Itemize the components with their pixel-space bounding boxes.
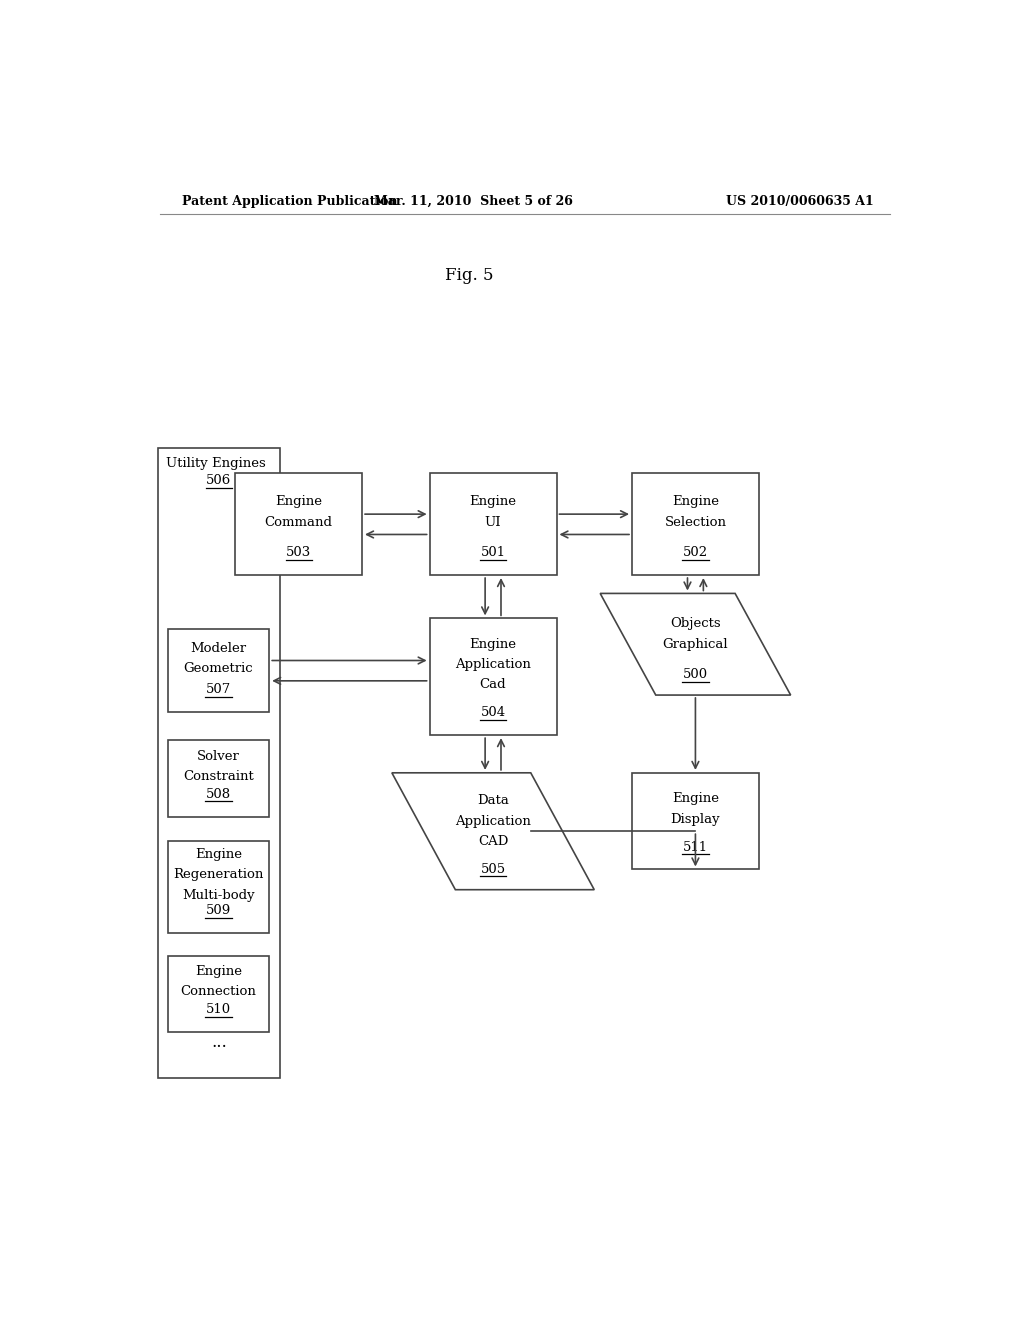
- Text: Graphical: Graphical: [663, 638, 728, 651]
- Text: Mar. 11, 2010  Sheet 5 of 26: Mar. 11, 2010 Sheet 5 of 26: [374, 194, 572, 207]
- Text: 510: 510: [206, 1003, 231, 1016]
- Polygon shape: [600, 594, 791, 696]
- Text: 507: 507: [206, 684, 231, 697]
- Text: Data: Data: [477, 795, 509, 808]
- Text: Command: Command: [264, 516, 333, 529]
- Bar: [168, 630, 269, 713]
- Text: Engine: Engine: [470, 495, 516, 508]
- Text: Solver: Solver: [197, 750, 240, 763]
- Text: Engine: Engine: [275, 495, 323, 508]
- Text: Fig. 5: Fig. 5: [445, 267, 494, 284]
- Bar: [430, 474, 557, 576]
- Text: CAD: CAD: [478, 836, 508, 847]
- Text: Objects: Objects: [670, 618, 721, 631]
- Bar: [430, 618, 557, 735]
- Text: Constraint: Constraint: [183, 770, 254, 783]
- Text: Multi-body: Multi-body: [182, 888, 255, 902]
- Text: Engine: Engine: [672, 792, 719, 805]
- Text: 506: 506: [206, 474, 231, 487]
- Text: Application: Application: [455, 814, 531, 828]
- Bar: [158, 447, 280, 1078]
- Bar: [168, 841, 269, 933]
- Text: 511: 511: [683, 841, 708, 854]
- Text: Regeneration: Regeneration: [173, 869, 263, 882]
- Text: Selection: Selection: [665, 516, 726, 529]
- Polygon shape: [392, 772, 594, 890]
- Text: Engine: Engine: [470, 638, 516, 651]
- Text: 509: 509: [206, 904, 231, 917]
- Text: Engine: Engine: [195, 965, 242, 978]
- Text: 504: 504: [480, 706, 506, 719]
- Text: US 2010/0060635 A1: US 2010/0060635 A1: [726, 194, 873, 207]
- Text: 505: 505: [480, 863, 506, 876]
- Text: Engine: Engine: [195, 849, 242, 861]
- Text: 501: 501: [480, 546, 506, 560]
- Bar: [632, 474, 759, 576]
- Text: Engine: Engine: [672, 495, 719, 508]
- Text: Display: Display: [671, 813, 720, 825]
- Bar: [168, 956, 269, 1032]
- Text: Connection: Connection: [180, 985, 256, 998]
- Text: Application: Application: [455, 659, 531, 671]
- Text: 503: 503: [286, 546, 311, 560]
- Text: Geometric: Geometric: [183, 663, 253, 675]
- Text: 500: 500: [683, 668, 708, 681]
- Text: Modeler: Modeler: [190, 642, 247, 655]
- Text: ...: ...: [211, 1034, 226, 1051]
- Text: Utility Engines: Utility Engines: [166, 457, 266, 470]
- Bar: [236, 474, 362, 576]
- Bar: [168, 741, 269, 817]
- Text: 502: 502: [683, 546, 708, 560]
- Text: 508: 508: [206, 788, 231, 801]
- Text: Cad: Cad: [479, 678, 507, 692]
- Text: Patent Application Publication: Patent Application Publication: [182, 194, 397, 207]
- Text: UI: UI: [484, 516, 502, 529]
- Bar: [632, 772, 759, 870]
